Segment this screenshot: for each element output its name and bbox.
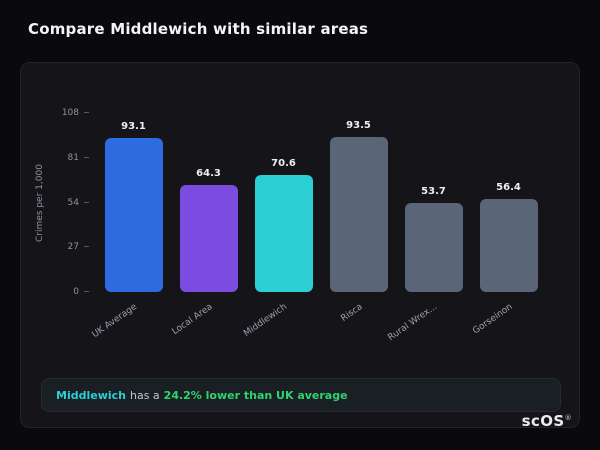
y-axis-ticks: 0 27 54 81 108 (21, 108, 91, 297)
bar-risca[interactable] (329, 137, 388, 292)
xlabel-slot: Local Area (170, 298, 246, 346)
logo-text: scOS (521, 412, 565, 430)
comparison-note: Middlewich has a 24.2% lower than UK ave… (41, 378, 561, 412)
bar-value-label: 64.3 (196, 168, 221, 180)
ytick-label: 81 (67, 152, 79, 163)
ytick-mark (84, 246, 89, 248)
x-tick-label: Gorseinon (470, 302, 515, 337)
bar-local-area[interactable] (179, 185, 238, 292)
registered-mark: ® (564, 414, 572, 422)
bar-value-label: 70.6 (271, 158, 296, 169)
x-tick-label: UK Average (90, 302, 140, 341)
bar-group: 64.3 (171, 113, 246, 292)
ytick-label: 0 (73, 287, 79, 297)
bar-group: 70.6 (246, 113, 321, 292)
bars-row: 93.1 64.3 70.6 93.5 53.7 56.4 (96, 113, 546, 292)
ytick-mark (84, 201, 89, 203)
bar-group: 53.7 (396, 113, 471, 292)
bar-rural-wrex[interactable] (404, 203, 463, 292)
bar-group: 56.4 (471, 113, 546, 292)
bar-group: 93.5 (321, 113, 396, 292)
ytick-label: 108 (61, 108, 79, 118)
chart-card: Crimes per 1,000 0 27 54 81 108 93.1 64.3 70.6… (20, 62, 580, 428)
scos-logo: scOS® (522, 412, 572, 430)
ytick-mark (84, 112, 89, 113)
x-tick-label: Local Area (170, 302, 215, 338)
bar-group: 93.1 (96, 113, 171, 292)
xlabels-row: UK Average Local Area Middlewich Risca Rural… (91, 298, 546, 346)
xlabel-slot: Middlewich (242, 298, 321, 346)
ytick-mark (84, 291, 89, 292)
bar-value-label: 93.1 (121, 120, 146, 132)
xlabel-slot: Rural Wrex... (386, 298, 471, 346)
page-title: Compare Middlewich with similar areas (28, 20, 369, 38)
ytick-label: 54 (67, 197, 79, 208)
ytick-label: 27 (67, 242, 79, 253)
bar-value-label: 53.7 (421, 186, 446, 197)
xlabel-slot: Gorseinon (471, 298, 546, 346)
xlabel-slot: UK Average (91, 298, 171, 346)
ytick-mark (84, 156, 89, 158)
x-tick-label: Middlewich (242, 302, 290, 340)
xlabel-slot: Risca (321, 298, 396, 346)
note-connector: has a (129, 388, 160, 402)
bar-value-label: 56.4 (496, 181, 521, 193)
bar-middlewich[interactable] (254, 175, 313, 292)
bar-value-label: 93.5 (346, 120, 371, 132)
bar-gorseinon[interactable] (479, 198, 538, 292)
x-tick-label: Risca (338, 302, 365, 324)
note-subject: Middlewich (56, 388, 126, 402)
bar-uk-average[interactable] (104, 137, 163, 292)
note-stat: 24.2% lower than UK average (163, 388, 348, 402)
